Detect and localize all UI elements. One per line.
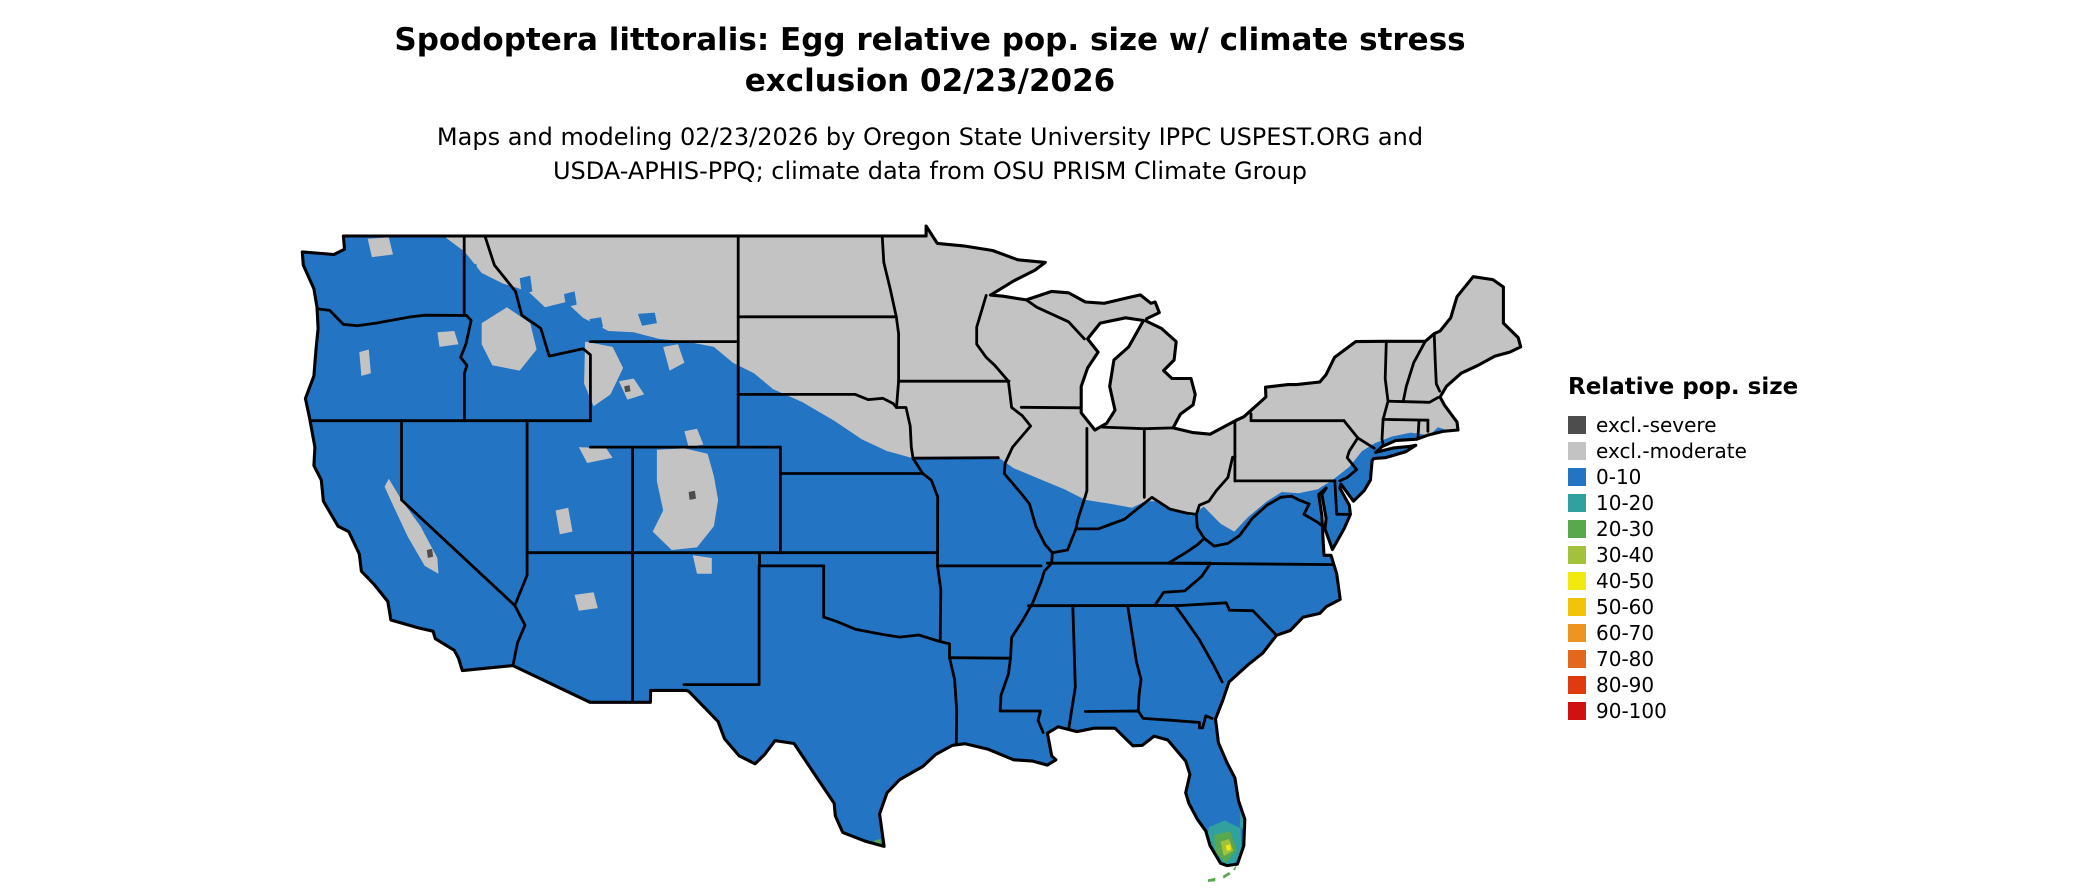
legend-entry-label: 70-80 (1596, 647, 1655, 671)
pop-class-patch (1225, 844, 1232, 851)
legend-swatch (1568, 650, 1586, 668)
subtitle-line1: Maps and modeling 02/23/2026 by Oregon S… (436, 123, 1424, 151)
legend-entry-label: 80-90 (1596, 673, 1655, 697)
legend-entry: 0-10 (1568, 464, 1868, 490)
legend-swatch (1568, 546, 1586, 564)
legend-entry: 20-30 (1568, 516, 1868, 542)
excl-moderate-patch (652, 448, 719, 550)
low-pop-valley-patch (564, 291, 577, 308)
excl-moderate-patch (367, 237, 393, 258)
low-pop-valley-patch (589, 317, 604, 330)
excl-moderate-patch (692, 555, 712, 574)
legend-swatch (1568, 468, 1586, 486)
legend-swatch (1568, 676, 1586, 694)
legend-entries: excl.-severe excl.-moderate 0-10 10-20 20-30… (1568, 412, 1868, 724)
low-pop-valley-patch (637, 312, 657, 326)
excl-moderate-patch (584, 341, 624, 407)
legend-entry-label: 0-10 (1596, 465, 1642, 489)
legend-swatch (1568, 702, 1586, 720)
title-line2: exclusion 02/23/2026 (744, 63, 1116, 99)
legend-entry-label: 90-100 (1596, 699, 1667, 723)
legend-entry: excl.-moderate (1568, 438, 1868, 464)
low-pop-valley-patch (519, 275, 533, 295)
florida-keys-patch (1207, 877, 1216, 882)
excl-moderate-patch (574, 592, 598, 611)
legend-entry: 50-60 (1568, 594, 1868, 620)
excl-moderate-patch (663, 344, 685, 371)
subtitle-line2: USDA-APHIS-PPQ; climate data from OSU PR… (552, 157, 1308, 185)
legend-swatch (1568, 520, 1586, 538)
florida-keys-patch (1233, 864, 1237, 871)
excl-moderate-patch (618, 378, 645, 400)
excl-severe-patch (688, 490, 696, 500)
excl-moderate-patch (481, 307, 537, 371)
legend-entry-label: 20-30 (1596, 517, 1655, 541)
legend-swatch (1568, 494, 1586, 512)
legend: Relative pop. size excl.-severe excl.-mod… (1568, 374, 1868, 724)
legend-entry: 70-80 (1568, 646, 1868, 672)
legend-entry: 90-100 (1568, 698, 1868, 724)
excl-moderate-patch (578, 447, 613, 463)
state-borders (308, 234, 1442, 746)
legend-entry: excl.-severe (1568, 412, 1868, 438)
legend-entry-label: 60-70 (1596, 621, 1655, 645)
low-pop-valley-patch (465, 263, 479, 281)
legend-swatch (1568, 624, 1586, 642)
legend-swatch (1568, 598, 1586, 616)
excl-severe-patch (426, 548, 434, 558)
legend-entry: 60-70 (1568, 620, 1868, 646)
legend-swatch (1568, 416, 1586, 434)
legend-entry-label: excl.-severe (1596, 413, 1717, 437)
legend-entry: 80-90 (1568, 672, 1868, 698)
legend-entry-label: 50-60 (1596, 595, 1655, 619)
us-outline (300, 224, 1523, 868)
florida-keys-patch (1222, 872, 1231, 879)
legend-entry-label: 30-40 (1596, 543, 1655, 567)
excl-moderate-patch (555, 507, 573, 535)
map-title: Spodoptera littoralis: Egg relative pop.… (0, 20, 1860, 102)
legend-entry: 30-40 (1568, 542, 1868, 568)
legend-entry-label: 10-20 (1596, 491, 1655, 515)
legend-entry-label: 40-50 (1596, 569, 1655, 593)
excl-severe-patch (624, 385, 631, 393)
legend-swatch (1568, 442, 1586, 460)
us-map (300, 224, 1523, 882)
excl-moderate-patch (437, 331, 459, 347)
legend-swatch (1568, 572, 1586, 590)
excl-moderate-patch (359, 349, 371, 376)
legend-entry-label: excl.-moderate (1596, 439, 1747, 463)
title-line1: Spodoptera littoralis: Egg relative pop.… (394, 22, 1466, 58)
legend-title: Relative pop. size (1568, 374, 1799, 400)
legend-entry: 10-20 (1568, 490, 1868, 516)
legend-entry: 40-50 (1568, 568, 1868, 594)
excl-moderate-patch (384, 478, 439, 574)
map-subtitle: Maps and modeling 02/23/2026 by Oregon S… (0, 120, 1860, 188)
excl-moderate-patch (684, 428, 704, 448)
